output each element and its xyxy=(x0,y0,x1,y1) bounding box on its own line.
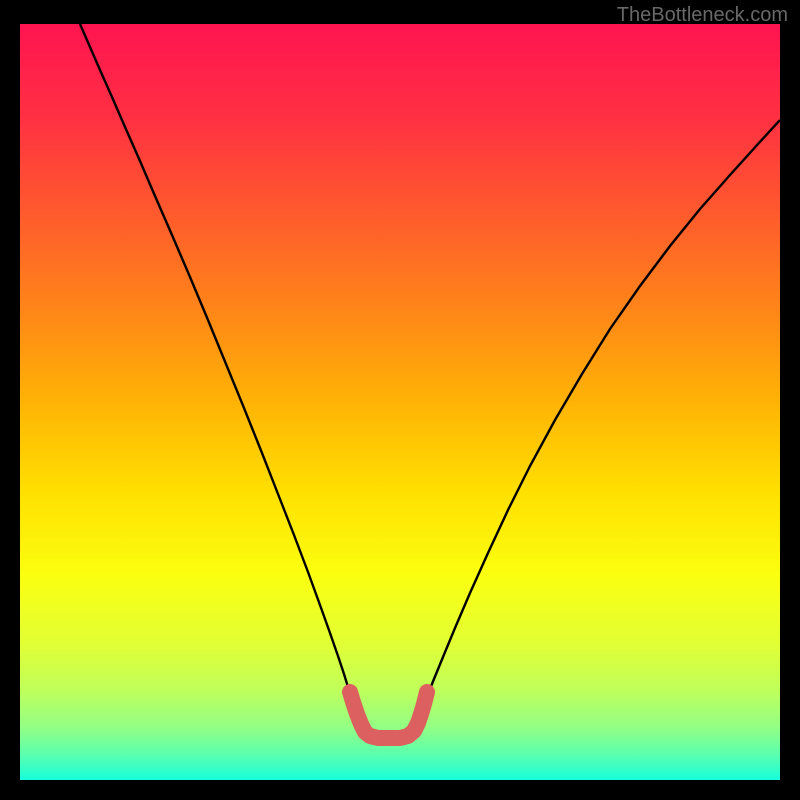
watermark-text: TheBottleneck.com xyxy=(617,4,788,27)
plot-area xyxy=(20,24,780,780)
highlight-arc xyxy=(350,692,427,738)
curve-right xyxy=(424,120,780,704)
curve-left xyxy=(80,24,353,704)
curves-layer xyxy=(20,24,780,780)
